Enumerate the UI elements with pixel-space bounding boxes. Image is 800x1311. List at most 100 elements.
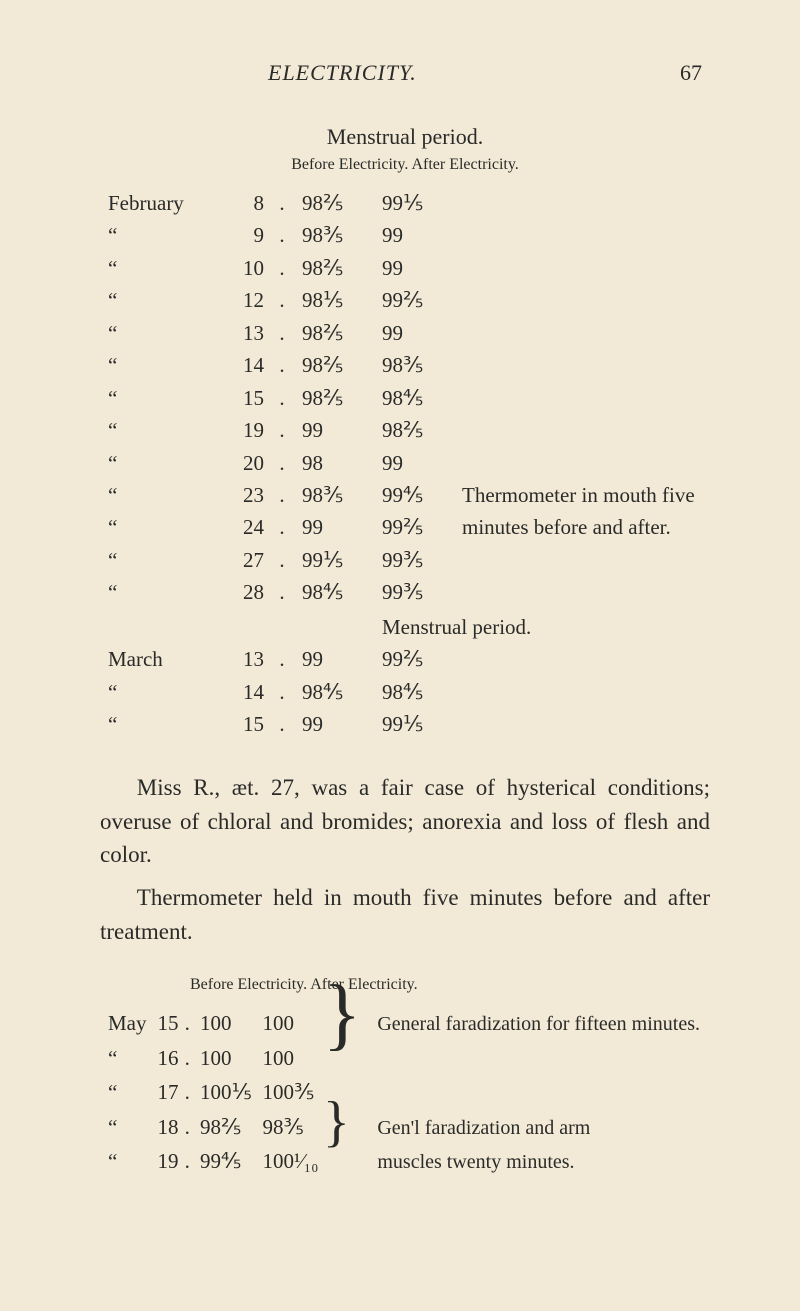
day-cell: 17 <box>157 1076 184 1111</box>
note-cell: minutes before and after. <box>462 512 705 544</box>
after-cell: 99 <box>382 220 462 252</box>
table-row: “14.98⅖98⅗ <box>108 350 705 382</box>
day-cell: 18 <box>157 1111 184 1146</box>
note-cell <box>462 545 705 577</box>
side-note-2a: Gen'l faradization and arm <box>377 1111 710 1146</box>
mid-section-title: Menstrual period. <box>382 612 541 644</box>
table-row: “10.98⅖99 <box>108 253 705 285</box>
note-cell <box>462 415 705 447</box>
page: ELECTRICITY. 67 Menstrual period. Before… <box>0 0 800 1240</box>
month-cell: March <box>108 644 228 676</box>
after-cell: 99⅕ <box>382 188 462 220</box>
day-cell: 15 <box>228 709 272 741</box>
before-cell: 98⅗ <box>302 480 382 512</box>
before-cell: 98 <box>302 448 382 480</box>
after-cell: 99⅘ <box>382 480 462 512</box>
dot-cell: . <box>184 1042 200 1077</box>
before-cell: 100⅕ <box>200 1076 262 1111</box>
dot-cell: . <box>184 1145 200 1180</box>
table-row: “15.9999⅕ <box>108 709 541 741</box>
dot-cell: . <box>272 318 302 350</box>
note-cell <box>462 318 705 350</box>
month-cell: “ <box>108 350 228 382</box>
after-cell: 99⅗ <box>382 545 462 577</box>
month-cell: “ <box>108 545 228 577</box>
dot-cell: . <box>184 1076 200 1111</box>
table-row: “13.98⅖99 <box>108 318 705 350</box>
after-cell: 100⅗ <box>262 1076 328 1111</box>
day-cell: 9 <box>228 220 272 252</box>
after-cell: 100¹⁄₁₀ <box>262 1145 328 1180</box>
note-cell <box>462 285 705 317</box>
note-cell <box>462 253 705 285</box>
after-cell: 99 <box>382 318 462 350</box>
month-cell: “ <box>108 1145 157 1180</box>
after-cell: 100 <box>262 1042 328 1077</box>
dot-cell: . <box>184 1004 200 1042</box>
dot-cell: . <box>272 415 302 447</box>
month-cell: May <box>108 1004 157 1042</box>
month-cell: February <box>108 188 228 220</box>
day-cell: 15 <box>157 1004 184 1042</box>
table-row: March13.9999⅖ <box>108 644 541 676</box>
before-cell: 99⅘ <box>200 1145 262 1180</box>
dot-cell: . <box>272 188 302 220</box>
before-cell: 98⅖ <box>302 350 382 382</box>
dot-cell: . <box>272 253 302 285</box>
side-note-1: General faradization for fif­teen minute… <box>377 1004 710 1111</box>
before-cell: 99 <box>302 415 382 447</box>
day-cell: 27 <box>228 545 272 577</box>
month-cell: “ <box>108 415 228 447</box>
dot-cell: . <box>272 350 302 382</box>
day-cell: 14 <box>228 350 272 382</box>
before-cell: 98⅕ <box>302 285 382 317</box>
day-cell: 20 <box>228 448 272 480</box>
table-row: “27.99⅕99⅗ <box>108 545 705 577</box>
paragraph-2: Thermometer held in mouth five minutes b… <box>100 881 710 948</box>
day-cell: 12 <box>228 285 272 317</box>
after-cell: 99⅖ <box>382 512 462 544</box>
before-cell: 99 <box>302 644 382 676</box>
table-row: “9.98⅗99 <box>108 220 705 252</box>
table-row: “19.9998⅖ <box>108 415 705 447</box>
after-cell: 99⅕ <box>382 709 462 741</box>
before-cell: 98⅖ <box>302 383 382 415</box>
brace-icon: } <box>329 1111 377 1146</box>
day-cell: 28 <box>228 577 272 609</box>
note-cell: Thermometer in mouth five <box>462 480 705 512</box>
day-cell: 19 <box>157 1145 184 1180</box>
before-cell: 98⅖ <box>302 253 382 285</box>
day-cell: 8 <box>228 188 272 220</box>
running-title: ELECTRICITY. <box>268 60 417 86</box>
day-cell: 13 <box>228 318 272 350</box>
before-cell: 99⅕ <box>302 545 382 577</box>
after-cell: 99 <box>382 253 462 285</box>
month-cell: “ <box>108 220 228 252</box>
note-cell <box>462 188 705 220</box>
column-subhead-2: Before Electricity. After Electricity. <box>190 976 710 994</box>
dot-cell: . <box>272 448 302 480</box>
table-row: “12.98⅕99⅖ <box>108 285 705 317</box>
page-number: 67 <box>680 60 702 86</box>
paragraph-1: Miss R., æt. 27, was a fair case of hyst… <box>100 771 710 871</box>
month-cell: “ <box>108 448 228 480</box>
after-cell: 99⅗ <box>382 577 462 609</box>
month-cell: “ <box>108 318 228 350</box>
month-cell: “ <box>108 512 228 544</box>
dot-cell: . <box>272 709 302 741</box>
before-cell: 98⅖ <box>302 318 382 350</box>
readings-table-2: May 15 . 100 100 } General faradization … <box>108 1004 710 1180</box>
table-row: “ 18 . 98⅖ 98⅗ } Gen'l faradization and … <box>108 1111 710 1146</box>
after-cell: 98⅘ <box>382 383 462 415</box>
before-cell: 100 <box>200 1042 262 1077</box>
month-cell: “ <box>108 253 228 285</box>
month-cell: “ <box>108 1042 157 1077</box>
note-cell <box>462 383 705 415</box>
table-row: “15.98⅖98⅘ <box>108 383 705 415</box>
table-row: February8.98⅖99⅕ <box>108 188 705 220</box>
side-note-2b: muscles twenty minutes. <box>377 1145 710 1180</box>
dot-cell: . <box>184 1111 200 1146</box>
month-cell: “ <box>108 677 228 709</box>
day-cell: 14 <box>228 677 272 709</box>
before-cell: 100 <box>200 1004 262 1042</box>
